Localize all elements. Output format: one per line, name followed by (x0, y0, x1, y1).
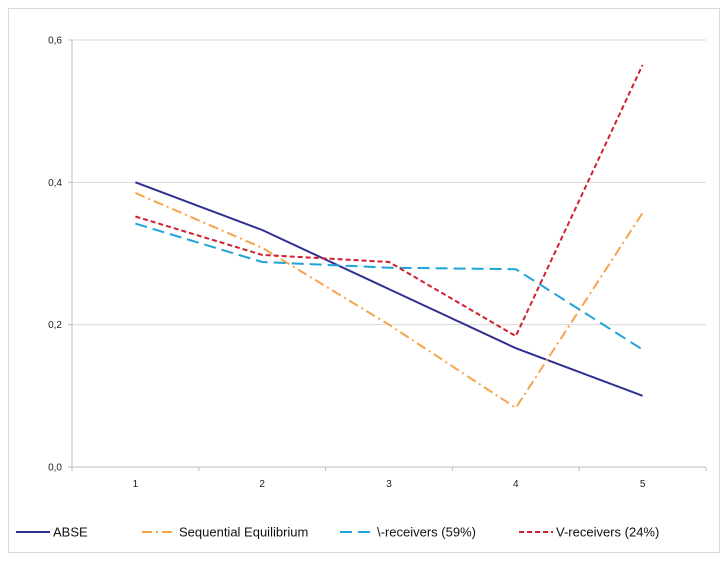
data-point (134, 181, 136, 183)
series-line-2 (135, 192, 644, 409)
series-line-3 (135, 222, 644, 351)
series-layer (134, 64, 644, 409)
legend-label-3: \-receivers (59%) (377, 525, 476, 540)
data-point (515, 407, 517, 409)
data-point (388, 288, 390, 290)
data-point (134, 192, 136, 194)
y-tick-label: 0,6 (48, 36, 62, 47)
legend-label-1: ABSE (53, 525, 88, 540)
x-tick-label: 5 (640, 479, 646, 490)
x-tick-label: 3 (386, 479, 392, 490)
data-point (515, 268, 517, 270)
data-point (134, 223, 136, 225)
series-line-1 (135, 181, 643, 397)
data-point (261, 254, 263, 256)
data-point (642, 64, 644, 66)
axis-layer: 0,0 0,2 0,4 0,6 1 2 3 4 5 (48, 36, 707, 490)
y-tick-label: 0,0 (48, 463, 62, 474)
x-tick-label: 4 (513, 479, 519, 490)
data-point (261, 247, 263, 249)
data-point (388, 261, 390, 263)
data-point (261, 229, 263, 231)
data-point (515, 335, 517, 337)
data-point (642, 395, 644, 397)
x-tick-label: 2 (259, 479, 265, 490)
series-line-4 (135, 64, 644, 338)
y-tick-label: 0,2 (48, 320, 62, 331)
data-point (642, 349, 644, 351)
chart-frame (8, 8, 720, 553)
y-tick-label: 0,4 (48, 178, 62, 189)
data-point (134, 215, 136, 217)
data-point (642, 212, 644, 214)
data-point (515, 347, 517, 349)
legend-label-2: Sequential Equilibrium (179, 525, 308, 540)
x-tick-label: 1 (133, 479, 139, 490)
data-point (388, 324, 390, 326)
data-point (261, 261, 263, 263)
legend: ABSE Sequential Equilibrium \-receivers (5… (16, 525, 659, 540)
data-point (388, 267, 390, 269)
legend-label-4: V-receivers (24%) (556, 525, 659, 540)
